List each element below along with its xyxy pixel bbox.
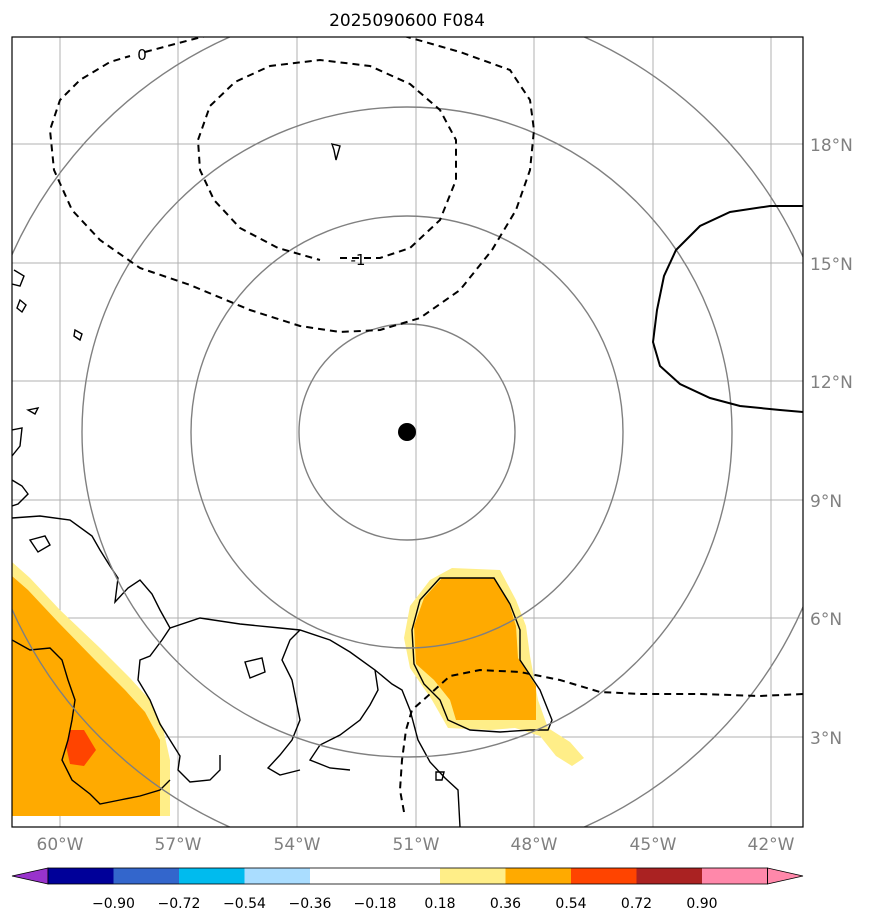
colorbar-tick-label: −0.18: [354, 896, 397, 912]
colorbar-frame: [47, 867, 768, 885]
lat-label-3n: 3°N: [810, 729, 842, 749]
contours: [48, 37, 803, 813]
colorbar-tick-label: 0.18: [424, 896, 455, 912]
island-4: [26, 407, 40, 415]
island-6: [12, 479, 29, 507]
colorbar-tick-label: −0.54: [223, 896, 266, 912]
map-area: 0 -1: [12, 37, 803, 827]
latitude-labels: 18°N 15°N 12°N 9°N 6°N 3°N: [810, 136, 853, 749]
colorbar-tick-label: 0.36: [490, 896, 521, 912]
island-3: [12, 269, 25, 287]
contour-label-zero: 0: [137, 46, 147, 64]
island-5: [12, 427, 23, 457]
coast-south-america: [12, 515, 461, 827]
contour-dashed-inner: [196, 58, 457, 261]
lon-label-57w: 57°W: [155, 835, 202, 855]
colorbar: −0.90 −0.72 −0.54 −0.36 −0.18 0.18 0.36 …: [11, 867, 804, 912]
island-7: [244, 657, 266, 679]
colorbar-segment: [636, 868, 702, 884]
range-rings: [12, 37, 803, 827]
colorbar-segment: [440, 868, 506, 884]
contour-dashed-south: [398, 668, 803, 813]
lat-label-18n: 18°N: [810, 136, 853, 156]
colorbar-tick-label: 0.90: [686, 896, 717, 912]
range-ring-2: [190, 215, 624, 649]
contour-solid-east: [651, 205, 803, 413]
island-9: [330, 143, 341, 161]
coastlines: [12, 143, 553, 827]
map-title: 2025090600 F084: [329, 11, 485, 31]
lon-label-60w: 60°W: [37, 835, 84, 855]
shaded-region-coast-max: [66, 730, 96, 766]
graticule: [12, 37, 803, 827]
lat-label-15n: 15°N: [810, 255, 853, 275]
colorbar-tick-label: −0.90: [92, 896, 135, 912]
colorbar-segment: [702, 868, 768, 884]
colorbar-extend-low: [11, 867, 49, 885]
longitude-labels: 60°W 57°W 54°W 51°W 48°W 45°W 42°W: [37, 835, 795, 855]
contour-label-minus-one: -1: [351, 251, 366, 269]
lat-label-12n: 12°N: [810, 373, 853, 393]
border-suriname: [266, 629, 301, 776]
lon-label-48w: 48°W: [511, 835, 558, 855]
shaded-region-ocean-inner: [414, 578, 536, 720]
colorbar-tick-label: 0.72: [621, 896, 652, 912]
storm-center-marker: [398, 423, 416, 441]
colorbar-extend-high: [767, 867, 804, 885]
lon-label-51w: 51°W: [393, 835, 440, 855]
lat-label-6n: 6°N: [810, 610, 842, 630]
lon-label-42w: 42°W: [748, 835, 795, 855]
colorbar-segment: [179, 868, 245, 884]
colorbar-segment: [505, 868, 571, 884]
border-guyana: [137, 627, 221, 783]
map-frame: [11, 36, 804, 828]
shaded-coast-outline: [411, 577, 553, 733]
contour-dashed-outer: [48, 37, 536, 334]
colorbar-tick-label: 0.54: [555, 896, 586, 912]
lat-label-9n: 9°N: [810, 492, 842, 512]
colorbar-segment: [571, 868, 637, 884]
lon-label-54w: 54°W: [274, 835, 321, 855]
island-trinidad: [28, 535, 51, 553]
island-2: [73, 328, 83, 342]
lon-label-45w: 45°W: [630, 835, 677, 855]
island-8: [435, 771, 445, 781]
colorbar-segment: [48, 868, 114, 884]
border-venezuela: [12, 639, 171, 805]
border-french-guiana: [308, 669, 379, 771]
colorbar-segment: [244, 868, 310, 884]
island-1: [16, 298, 27, 314]
shaded-region-coast-inner: [12, 576, 160, 816]
colorbar-tick-label: −0.72: [158, 896, 201, 912]
colorbar-segment: [310, 868, 440, 884]
range-ring-3: [81, 106, 733, 758]
colorbar-tick-label: −0.36: [289, 896, 332, 912]
colorbar-segment: [113, 868, 179, 884]
range-ring-1: [298, 323, 516, 541]
